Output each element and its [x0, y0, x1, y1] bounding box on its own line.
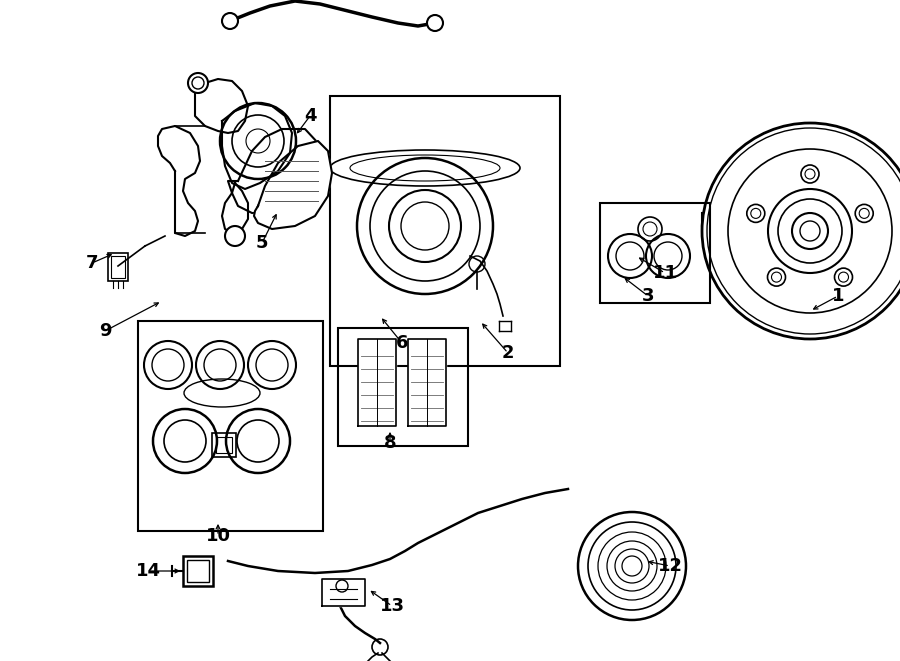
- Text: 10: 10: [205, 527, 230, 545]
- Polygon shape: [195, 79, 248, 133]
- Bar: [138, 321, 323, 531]
- Polygon shape: [222, 183, 248, 233]
- Text: 9: 9: [99, 322, 112, 340]
- Ellipse shape: [427, 15, 443, 31]
- Ellipse shape: [222, 13, 238, 29]
- Bar: [183, 556, 213, 586]
- Polygon shape: [222, 103, 292, 189]
- Text: 12: 12: [658, 557, 682, 575]
- Text: 5: 5: [256, 234, 268, 252]
- Text: 4: 4: [304, 107, 316, 125]
- Bar: [216, 437, 232, 453]
- Polygon shape: [254, 141, 332, 229]
- Ellipse shape: [188, 73, 208, 93]
- Polygon shape: [358, 339, 396, 426]
- Text: 14: 14: [136, 562, 160, 580]
- Text: 3: 3: [642, 287, 654, 305]
- Text: 8: 8: [383, 434, 396, 452]
- Bar: [600, 203, 710, 303]
- Text: 11: 11: [652, 264, 678, 282]
- Polygon shape: [408, 339, 446, 426]
- Bar: [212, 433, 236, 457]
- Bar: [338, 328, 468, 446]
- Polygon shape: [158, 126, 200, 236]
- Text: 6: 6: [396, 334, 409, 352]
- Bar: [187, 560, 209, 582]
- Bar: [111, 256, 125, 278]
- Text: 13: 13: [380, 597, 404, 615]
- Bar: [108, 253, 128, 281]
- Polygon shape: [322, 579, 365, 606]
- Ellipse shape: [225, 226, 245, 246]
- Text: 1: 1: [832, 287, 844, 305]
- Polygon shape: [228, 129, 322, 213]
- Bar: [330, 96, 560, 366]
- Text: 2: 2: [502, 344, 514, 362]
- Text: 7: 7: [86, 254, 98, 272]
